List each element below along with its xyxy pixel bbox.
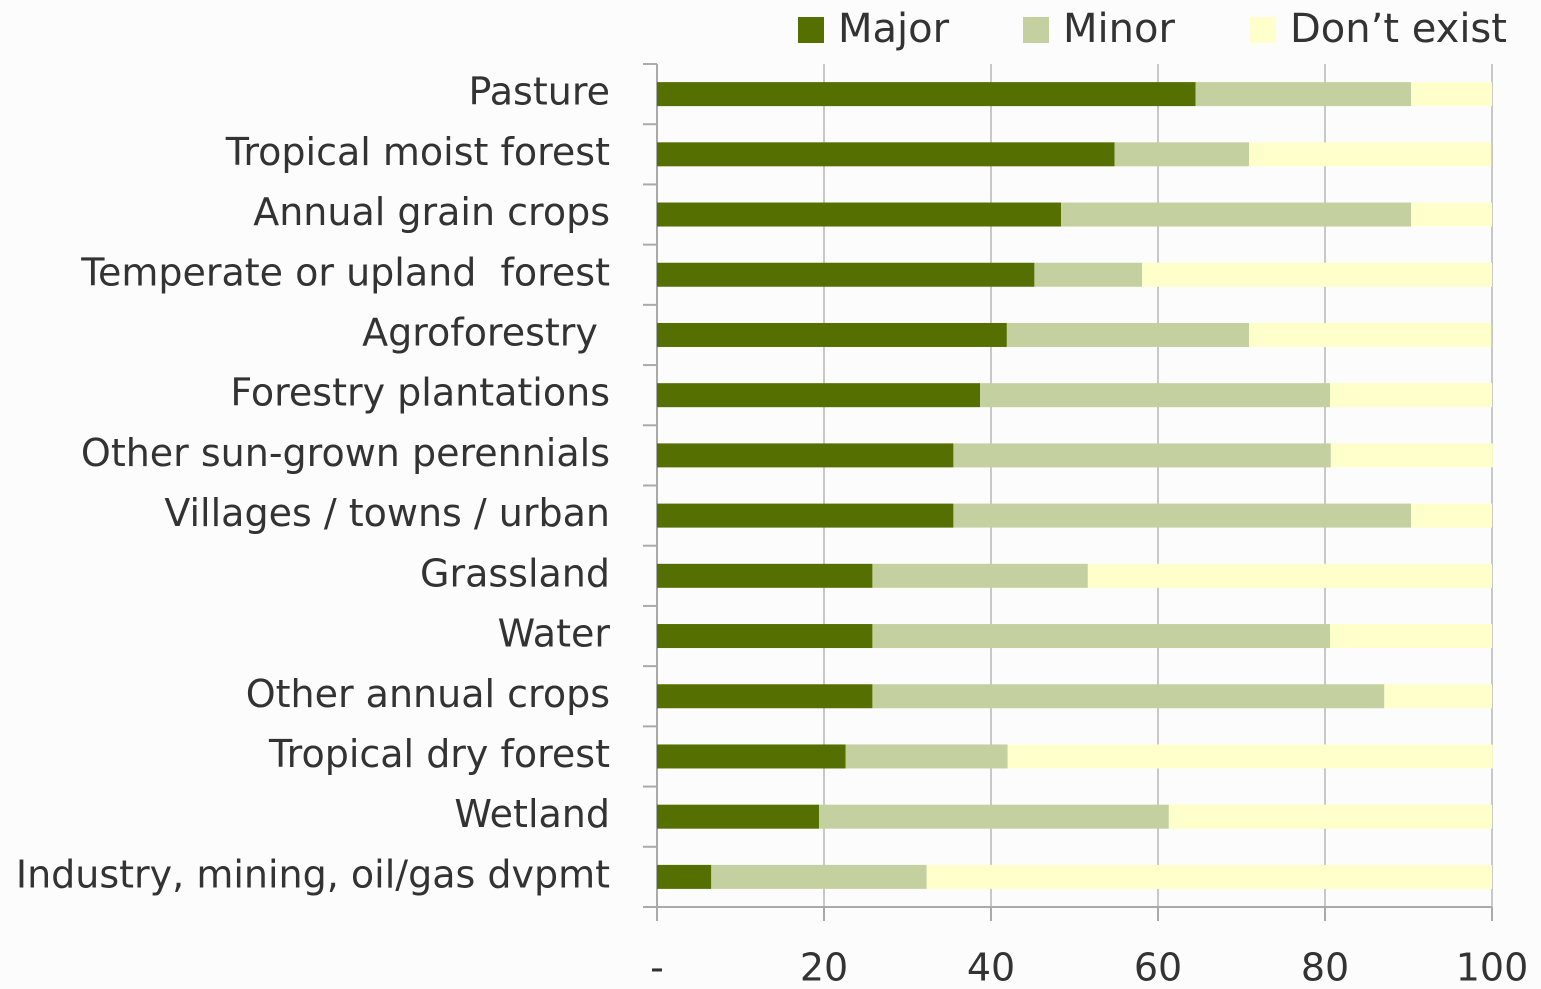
category-label: Temperate or upland forest — [80, 250, 610, 294]
category-label: Pasture — [469, 70, 610, 114]
bar-segment — [657, 202, 1062, 227]
bar-segment — [872, 624, 1331, 649]
bar-segment — [657, 322, 1007, 347]
bar-segment — [1114, 142, 1250, 167]
bar-segment — [1168, 804, 1492, 829]
bar-segment — [1330, 443, 1493, 468]
category-label: Water — [498, 612, 611, 656]
bar-segment — [1034, 262, 1143, 287]
bar-segment — [1087, 563, 1492, 588]
legend-swatch — [798, 17, 824, 43]
bar-segment — [657, 563, 873, 588]
legend-label: Major — [838, 6, 950, 52]
bar-segment — [872, 563, 1088, 588]
bar-segment — [1330, 383, 1492, 408]
bar-segment — [980, 383, 1331, 408]
bar-segment — [657, 684, 873, 709]
category-label: Agroforestry — [362, 310, 610, 354]
bar-segment — [926, 864, 1492, 889]
category-label: Villages / towns / urban — [164, 491, 610, 535]
bar-segment — [657, 624, 873, 649]
bar-segment — [1330, 624, 1492, 649]
bar-segment — [657, 443, 954, 468]
bar-segment — [1061, 202, 1412, 227]
category-label: Wetland — [454, 792, 610, 836]
bar-segment — [657, 864, 712, 889]
category-label: Industry, mining, oil/gas dvpmt — [16, 852, 610, 896]
legend-swatch — [1023, 17, 1049, 43]
x-tick-label: 100 — [1456, 946, 1529, 989]
x-tick-label: 80 — [1301, 946, 1349, 989]
category-label: Grassland — [420, 551, 610, 595]
legend-label: Don’t exist — [1290, 6, 1507, 52]
x-tick-label: 40 — [967, 946, 1015, 989]
category-label: Tropical moist forest — [225, 130, 610, 174]
category-label: Other sun-grown perennials — [81, 431, 610, 475]
bar-segment — [1142, 262, 1492, 287]
bar-segment — [1411, 202, 1492, 227]
x-tick-label: 20 — [800, 946, 848, 989]
bar-segment — [872, 684, 1385, 709]
bar-segment — [1384, 684, 1492, 709]
bar-segment — [953, 503, 1412, 528]
bar-segment — [657, 142, 1115, 167]
category-label: Tropical dry forest — [268, 732, 610, 776]
category-label: Forestry plantations — [230, 371, 610, 415]
bar-segment — [818, 804, 1169, 829]
bar-segment — [845, 744, 1008, 769]
bar-segment — [1007, 744, 1493, 769]
bar-segment — [657, 804, 819, 829]
x-tick-label: 60 — [1134, 946, 1182, 989]
category-label: Other annual crops — [246, 672, 610, 716]
legend-swatch — [1250, 17, 1276, 43]
bar-segment — [657, 262, 1035, 287]
x-tick-label: - — [650, 946, 664, 989]
bar-segment — [711, 864, 927, 889]
bar-segment — [1411, 503, 1492, 528]
bar-segment — [1249, 322, 1492, 347]
bar-segment — [657, 82, 1196, 107]
bar-segment — [1249, 142, 1492, 167]
category-label: Annual grain crops — [253, 190, 610, 234]
bar-segment — [657, 744, 846, 769]
legend-label: Minor — [1063, 6, 1175, 52]
bar-segment — [657, 503, 954, 528]
bar-segment — [1195, 82, 1412, 107]
bar-segment — [657, 383, 981, 408]
bar-segment — [1411, 82, 1492, 107]
bar-segment — [1006, 322, 1250, 347]
bar-segment — [953, 443, 1331, 468]
